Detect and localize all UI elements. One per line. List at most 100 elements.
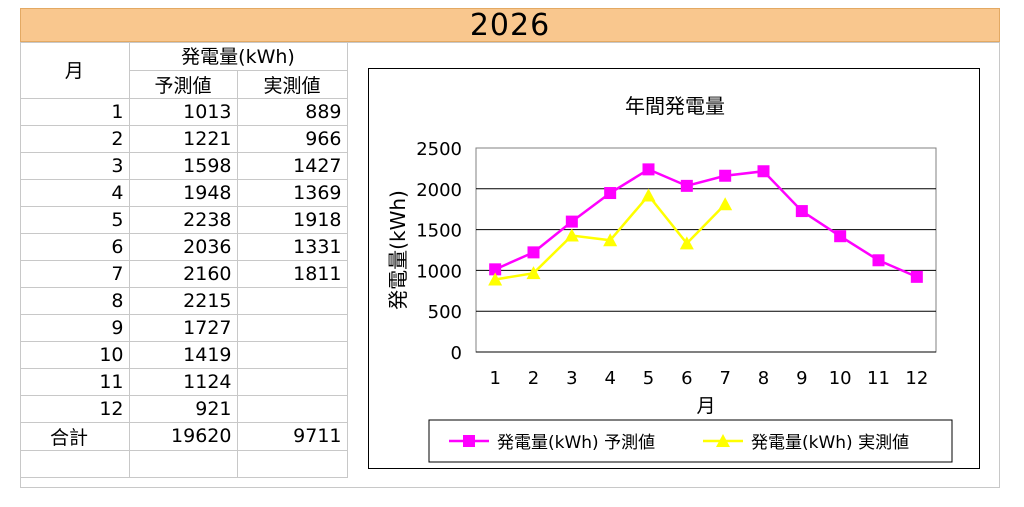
predicted-cell[interactable]: 2160 — [129, 260, 238, 288]
x-axis-title: 月 — [696, 395, 715, 417]
table-subheader-row: 予測値 実測値 — [20, 70, 348, 99]
predicted-cell[interactable]: 1013 — [129, 98, 238, 126]
plot-area — [475, 147, 937, 353]
actual-cell[interactable]: 1427 — [237, 152, 348, 180]
actual-point — [641, 188, 656, 202]
x-tick-label: 7 — [719, 368, 730, 389]
predicted-cell[interactable]: 2215 — [129, 287, 238, 315]
total-label[interactable]: 合計 — [20, 422, 130, 451]
table-row: 3 1598 1427 — [20, 152, 348, 180]
predicted-point — [872, 254, 885, 267]
predicted-point — [642, 163, 655, 176]
actual-cell[interactable]: 1918 — [237, 206, 348, 234]
legend-box — [428, 419, 953, 463]
actual-cell[interactable]: 1811 — [237, 260, 348, 288]
total-row: 合計 19620 9711 — [20, 422, 348, 451]
month-cell[interactable]: 1 — [20, 98, 130, 126]
legend-marker-actual — [716, 434, 730, 447]
actual-cell[interactable]: 1331 — [237, 233, 348, 261]
x-tick-label: 8 — [758, 368, 769, 389]
month-cell[interactable]: 8 — [20, 287, 130, 315]
predicted-point — [604, 187, 617, 200]
actual-cell[interactable] — [237, 395, 348, 423]
predicted-cell[interactable]: 1948 — [129, 179, 238, 207]
table-row: 5 2238 1918 — [20, 206, 348, 234]
predicted-cell[interactable]: 1727 — [129, 314, 238, 342]
predicted-point — [489, 263, 502, 276]
predicted-point — [680, 179, 693, 192]
actual-point — [679, 236, 694, 250]
table-row: 9 1727 — [20, 314, 348, 342]
month-cell[interactable]: 10 — [20, 341, 130, 369]
predicted-point — [910, 270, 923, 283]
generation-table: 月 発電量(kWh) 予測値 実測値 1 1013 889 2 1221 966 3 1598… — [20, 42, 348, 478]
month-cell[interactable]: 7 — [20, 260, 130, 288]
month-cell[interactable]: 6 — [20, 233, 130, 261]
x-tick-label: 11 — [867, 368, 890, 389]
actual-cell[interactable]: 1369 — [237, 179, 348, 207]
empty-cell[interactable] — [129, 450, 238, 478]
series-line-1 — [494, 167, 918, 278]
x-tick-label: 9 — [796, 368, 807, 389]
month-cell[interactable]: 5 — [20, 206, 130, 234]
actual-point — [488, 272, 503, 286]
actual-cell[interactable] — [237, 287, 348, 315]
table-header-row: 月 発電量(kWh) — [20, 42, 348, 99]
actual-cell[interactable]: 966 — [237, 125, 348, 153]
x-tick-label: 3 — [566, 368, 577, 389]
table-row: 10 1419 — [20, 341, 348, 369]
table-row: 8 2215 — [20, 287, 348, 315]
actual-cell[interactable] — [237, 314, 348, 342]
total-actual[interactable]: 9711 — [237, 422, 348, 451]
actual-point — [526, 266, 541, 280]
chart-title: 年間発電量 — [625, 94, 725, 118]
empty-cell[interactable] — [20, 450, 130, 478]
month-cell[interactable]: 3 — [20, 152, 130, 180]
month-cell[interactable]: 11 — [20, 368, 130, 396]
x-tick-label: 1 — [489, 368, 500, 389]
predicted-cell[interactable]: 1419 — [129, 341, 238, 369]
predicted-header[interactable]: 予測値 — [129, 70, 238, 99]
month-cell[interactable]: 9 — [20, 314, 130, 342]
actual-point — [564, 228, 579, 242]
actual-point — [603, 233, 618, 247]
empty-cell[interactable] — [237, 450, 348, 478]
predicted-point — [527, 246, 540, 259]
actual-cell[interactable] — [237, 341, 348, 369]
predicted-cell[interactable]: 2238 — [129, 206, 238, 234]
chart-area[interactable]: 年間発電量 0 500 1000 1500 2000 2500 1 2 3 4 5 6 7 8 9 10 11 12… — [368, 68, 980, 469]
y-tick-label: 500 — [428, 302, 462, 323]
predicted-cell[interactable]: 921 — [129, 395, 238, 423]
y-tick-label: 2500 — [416, 139, 462, 160]
table-row: 6 2036 1331 — [20, 233, 348, 261]
generation-header[interactable]: 発電量(kWh) — [129, 42, 348, 71]
predicted-cell[interactable]: 1598 — [129, 152, 238, 180]
y-tick-label: 0 — [451, 343, 462, 364]
table-row: 12 921 — [20, 395, 348, 423]
actual-cell[interactable]: 889 — [237, 98, 348, 126]
y-axis-title: 発電量(kWh) — [386, 190, 410, 310]
x-tick-label: 5 — [643, 368, 654, 389]
month-header[interactable]: 月 — [20, 42, 130, 99]
y-tick-label: 1500 — [416, 221, 462, 242]
predicted-point — [757, 165, 770, 178]
actual-cell[interactable] — [237, 368, 348, 396]
predicted-cell[interactable]: 1221 — [129, 125, 238, 153]
x-tick-label: 2 — [528, 368, 539, 389]
y-tick-label: 2000 — [416, 180, 462, 201]
predicted-point — [719, 169, 732, 182]
table-row: 11 1124 — [20, 368, 348, 396]
table-row: 1 1013 889 — [20, 98, 348, 126]
month-cell[interactable]: 4 — [20, 179, 130, 207]
year-title: 2026 — [469, 7, 551, 43]
actual-point — [718, 197, 733, 211]
predicted-cell[interactable]: 1124 — [129, 368, 238, 396]
actual-header[interactable]: 実測値 — [237, 70, 348, 99]
predicted-cell[interactable]: 2036 — [129, 233, 238, 261]
month-cell[interactable]: 2 — [20, 125, 130, 153]
month-cell[interactable]: 12 — [20, 395, 130, 423]
y-tick-label: 1000 — [416, 261, 462, 282]
predicted-point — [834, 230, 847, 243]
total-predicted[interactable]: 19620 — [129, 422, 238, 451]
